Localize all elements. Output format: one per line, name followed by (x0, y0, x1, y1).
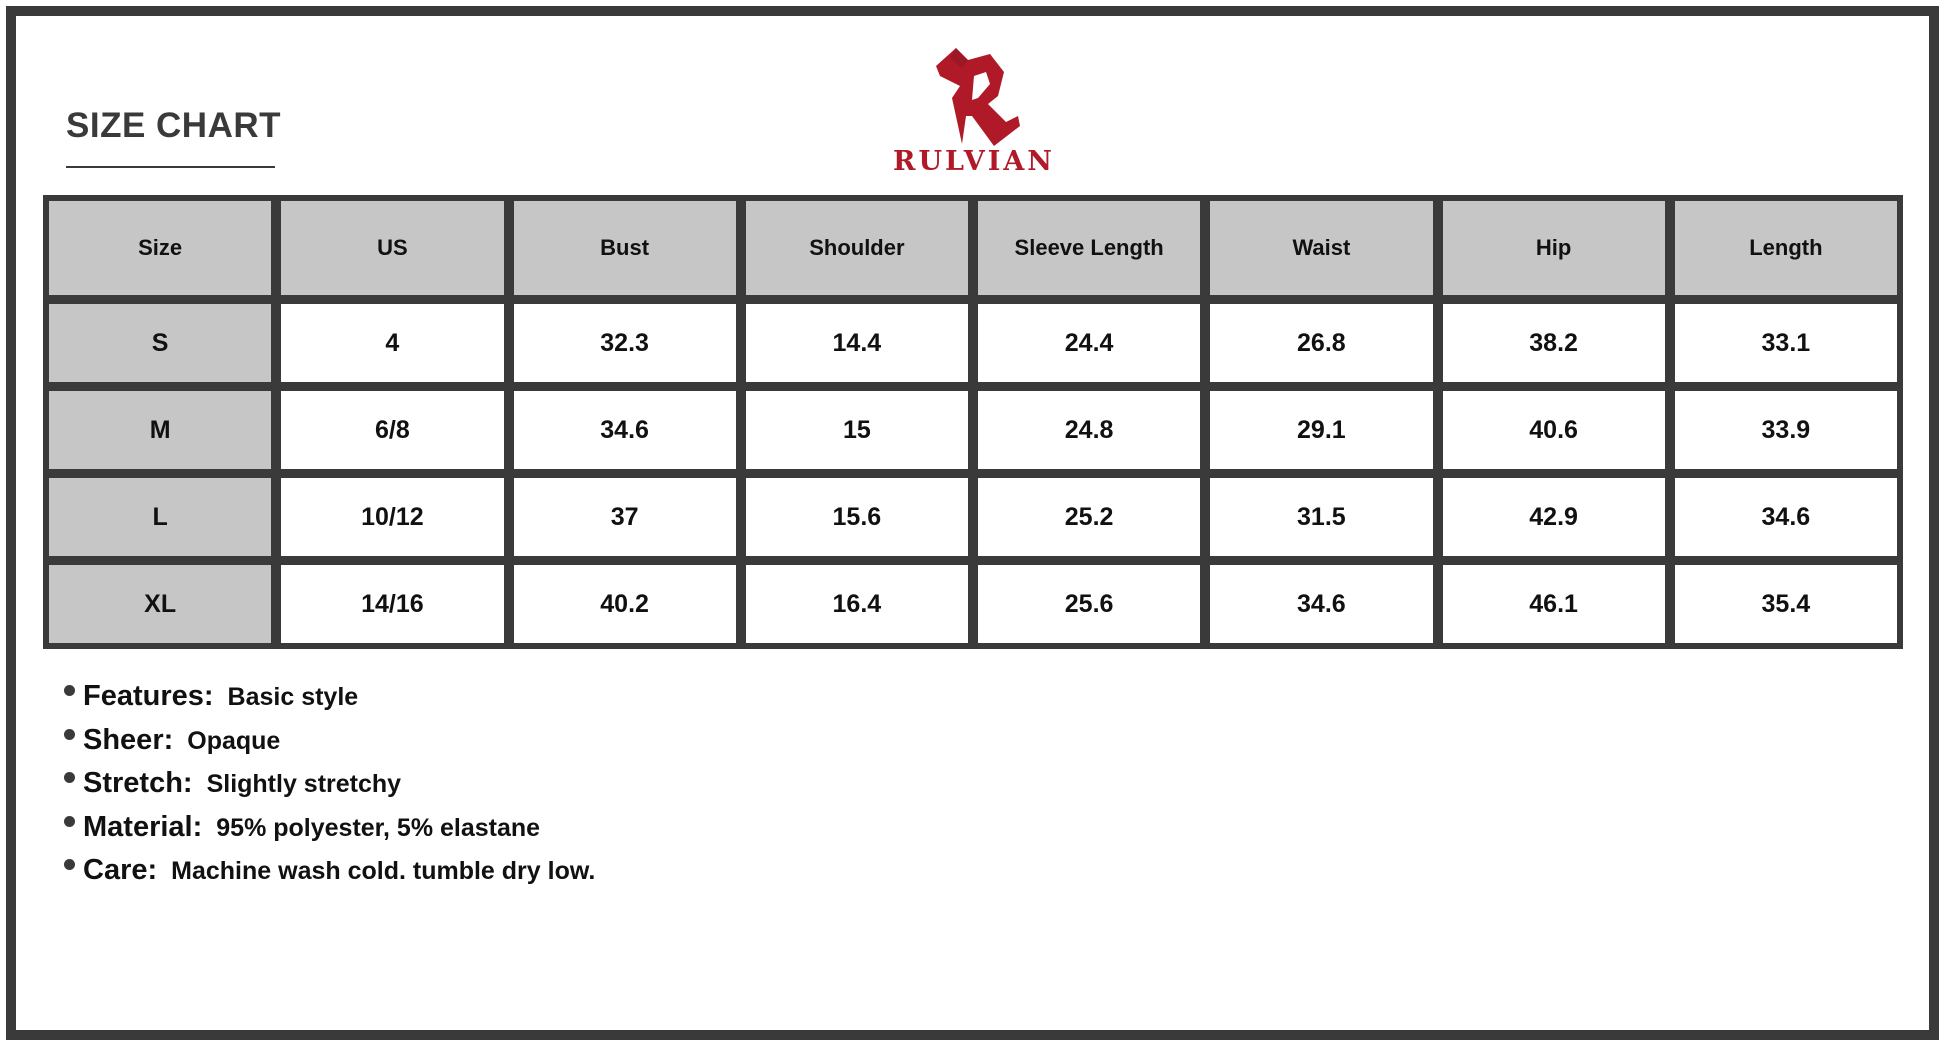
bullet-icon (64, 728, 75, 740)
brand-logo: RULVIAN (884, 46, 1064, 182)
feature-item: Material: 95% polyester, 5% elastane (64, 811, 595, 855)
feature-label: Stretch: (83, 767, 193, 799)
column-header: Length (1674, 201, 1897, 295)
table-cell: 31.5 (1210, 478, 1433, 556)
feature-label: Sheer: (83, 723, 174, 756)
column-header: Waist (1210, 201, 1433, 295)
table-cell: 38.2 (1442, 304, 1665, 382)
table-cell: 46.1 (1442, 565, 1665, 643)
table-cell: 25.6 (978, 565, 1201, 643)
column-header: Hip (1442, 201, 1665, 295)
feature-item: Care: Machine wash cold. tumble dry low. (64, 854, 595, 898)
table-cell: 33.9 (1674, 391, 1897, 469)
bullet-icon (64, 815, 75, 827)
table-cell: 25.2 (978, 478, 1201, 556)
column-header: Size (49, 201, 272, 295)
table-cell: 42.9 (1442, 478, 1665, 556)
bullet-icon (64, 859, 75, 870)
bullet-icon (64, 685, 75, 696)
feature-label: Features: (83, 680, 214, 712)
table-cell: 29.1 (1210, 391, 1433, 469)
table-cell: 15 (745, 391, 968, 469)
size-label-cell: M (49, 391, 272, 469)
table-cell: 15.6 (745, 478, 968, 556)
feature-value: Slightly stretchy (206, 770, 402, 798)
feature-value: Machine wash cold. tumble dry low. (171, 857, 596, 885)
table-cell: 16.4 (745, 565, 968, 643)
table-cell: 10/12 (281, 478, 504, 556)
table-cell: 34.6 (513, 391, 736, 469)
feature-label: Care: (83, 854, 158, 886)
table-cell: 26.8 (1210, 304, 1433, 382)
table-cell: 35.4 (1674, 565, 1897, 643)
brand-r-mark-icon (936, 48, 1020, 146)
brand-name: RULVIAN (893, 146, 1055, 177)
table-cell: 6/8 (281, 391, 504, 469)
table-cell: 37 (513, 478, 736, 556)
table-cell: 40.6 (1442, 391, 1665, 469)
size-label-cell: L (49, 478, 272, 556)
column-header: Bust (513, 201, 736, 295)
feature-value: Opaque (187, 726, 281, 755)
feature-value: 95% polyester, 5% elastane (216, 813, 541, 842)
page-title: SIZE CHART (66, 106, 281, 145)
table-cell: 14/16 (281, 565, 504, 643)
table-cell: 24.4 (978, 304, 1201, 382)
table-cell: 4 (281, 304, 504, 382)
table-cell: 34.6 (1674, 478, 1897, 556)
size-table: Size US Bust Shoulder Sleeve Length Waist Hip L… (43, 195, 1903, 649)
column-header: US (281, 201, 504, 295)
table-cell: 34.6 (1210, 565, 1433, 643)
column-header: Shoulder (745, 201, 968, 295)
size-label-cell: S (49, 304, 272, 382)
size-label-cell: XL (49, 565, 272, 643)
table-cell: 32.3 (513, 304, 736, 382)
table-cell: 14.4 (745, 304, 968, 382)
table-cell: 40.2 (513, 565, 736, 643)
feature-list: Features: Basic style Sheer: Opaque Stretch:… (64, 680, 595, 898)
feature-value: Basic style (227, 683, 359, 711)
feature-item: Features: Basic style (64, 680, 595, 724)
table-cell: 33.1 (1674, 304, 1897, 382)
column-header: Sleeve Length (978, 201, 1201, 295)
table-cell: 24.8 (978, 391, 1201, 469)
feature-item: Stretch: Slightly stretchy (64, 767, 595, 811)
feature-item: Sheer: Opaque (64, 724, 595, 768)
bullet-icon (64, 772, 75, 783)
title-underline (66, 166, 275, 168)
feature-label: Material: (83, 810, 203, 843)
